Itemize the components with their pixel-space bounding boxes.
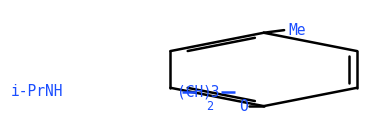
- Text: (CH: (CH: [177, 84, 203, 99]
- Text: 2: 2: [206, 100, 213, 113]
- Text: O: O: [239, 99, 248, 114]
- Text: Me: Me: [289, 23, 306, 38]
- Text: i-PrNH: i-PrNH: [11, 84, 63, 99]
- Text: )3: )3: [203, 84, 220, 99]
